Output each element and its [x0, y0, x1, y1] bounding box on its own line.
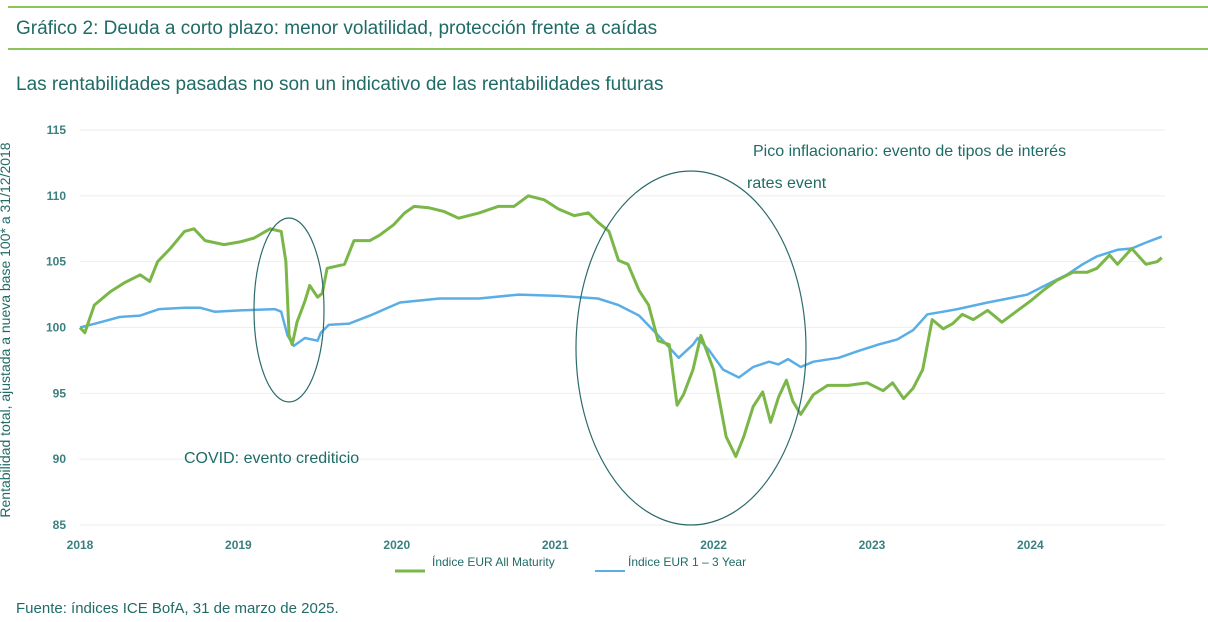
subtitle: Las rentabilidades pasadas no son un ind… [16, 74, 664, 95]
x-tick-label: 2018 [67, 538, 94, 552]
series-1-3-year-line [79, 235, 1163, 379]
legend-1-3-year: Índice EUR 1 – 3 Year [628, 554, 746, 569]
legend-all-maturity: Índice EUR All Maturity [432, 554, 555, 569]
y-tick-label: 90 [53, 452, 67, 466]
y-tick-label: 105 [46, 255, 66, 269]
y-tick-label: 85 [53, 518, 67, 532]
y-tick-label: 95 [53, 386, 67, 400]
x-tick-label: 2019 [225, 538, 252, 552]
y-tick-label: 100 [46, 321, 66, 335]
source-note: Fuente: índices ICE BofA, 31 de marzo de… [16, 600, 339, 617]
series-all-maturity-line [78, 194, 1163, 458]
x-tick-label: 2020 [383, 538, 410, 552]
covid-annotation: COVID: evento crediticio [184, 450, 359, 467]
chart-title: Gráfico 2: Deuda a corto plazo: menor vo… [16, 18, 658, 39]
covid-event-ellipse [253, 217, 325, 403]
y-tick-label: 110 [47, 189, 67, 203]
title-rule [8, 48, 1208, 50]
x-tick-label: 2021 [542, 538, 569, 552]
x-tick-label: 2022 [700, 538, 727, 552]
x-tick-label: 2023 [859, 538, 886, 552]
inflation-event-ellipse [575, 170, 807, 526]
rates-event-remnant: rates event [747, 175, 827, 192]
y-tick-label: 115 [47, 123, 67, 137]
x-tick-label: 2024 [1017, 538, 1044, 552]
top-rule [8, 6, 1208, 8]
inflation-annotation: Pico inflacionario: evento de tipos de i… [753, 143, 1066, 160]
